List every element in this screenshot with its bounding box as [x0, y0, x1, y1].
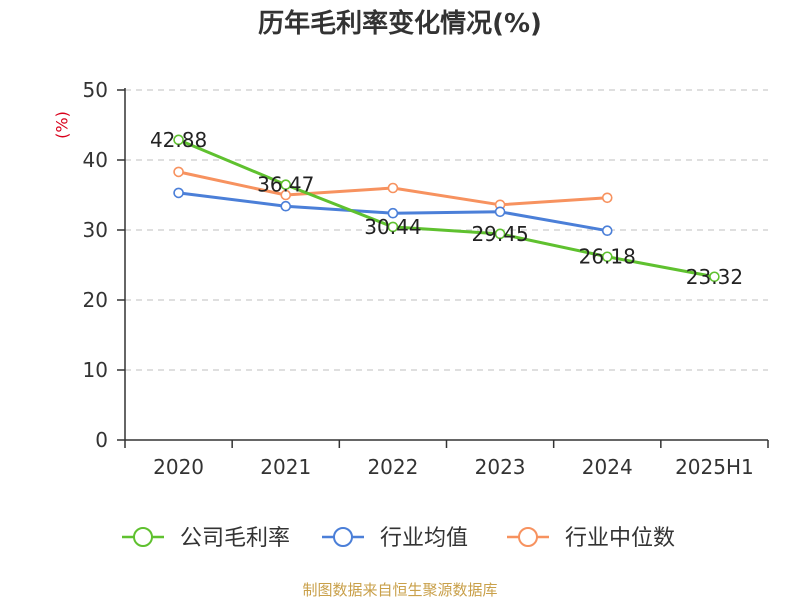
x-tick-label-2023: 2023: [475, 455, 526, 479]
company-gross-margin-data-label-2021: 36.47: [257, 173, 314, 197]
footer-source: 制图数据来自恒生聚源数据库: [302, 581, 497, 599]
y-axis-label: (%): [53, 111, 72, 139]
y-tick-label-50: 50: [83, 78, 108, 102]
industry-median-point-2022: [387, 182, 399, 194]
industry-median-point-2020: [173, 166, 184, 178]
company-gross-margin-point-2020: [173, 134, 184, 146]
company-gross-margin-data-label-2022: 30.44: [364, 215, 421, 239]
series-layer: [173, 134, 720, 283]
x-tick-label-2025H1: 2025H1: [675, 455, 754, 479]
data-labels: 42.88 36.47 30.44 29.45 26.18 23.32: [150, 128, 743, 289]
y-tick-label-30: 30: [83, 218, 108, 242]
industry-average-point-2022: [387, 207, 399, 219]
legend-item-company-gross-margin[interactable]: 公司毛利率: [122, 526, 290, 551]
company-gross-margin-data-label-2023: 29.45: [471, 222, 528, 246]
legend-label-industry-average: 行业均值: [380, 526, 468, 551]
y-tick-label-40: 40: [83, 148, 108, 172]
legend-marker-industry-median: [518, 527, 538, 547]
y-tick-label-20: 20: [83, 288, 108, 312]
legend-marker-industry-average: [333, 527, 353, 547]
company-gross-margin-data-label-2025H1: 23.32: [686, 265, 743, 289]
company-gross-margin-point-2024: [601, 251, 613, 263]
company-gross-margin-point-2025H1: [709, 271, 720, 283]
industry-median-point-2024: [601, 192, 613, 204]
industry-average-point-2023: [494, 206, 506, 218]
company-gross-margin-point-2023: [494, 228, 506, 240]
industry-average-point-2020: [173, 187, 184, 199]
company-gross-margin-data-label-2024: 26.18: [579, 245, 636, 269]
legend: 公司毛利率 行业均值 行业中位数: [122, 526, 675, 551]
company-gross-margin-point-2021: [280, 179, 292, 191]
company-gross-margin-series: [173, 134, 720, 283]
industry-median-series: [173, 166, 613, 211]
industry-median-point-2021: [280, 189, 292, 201]
x-tick-label-2021: 2021: [260, 455, 311, 479]
y-tick-label-10: 10: [83, 358, 108, 382]
legend-item-industry-median[interactable]: 行业中位数: [507, 526, 675, 551]
x-tick-label-2024: 2024: [582, 455, 633, 479]
chart-title: 历年毛利率变化情况(%): [258, 8, 542, 39]
legend-label-industry-median: 行业中位数: [565, 526, 675, 551]
y-tick-label-0: 0: [95, 428, 108, 452]
x-tick-label-2022: 2022: [367, 455, 418, 479]
legend-label-company-gross-margin: 公司毛利率: [180, 526, 290, 551]
axes: 0 10 20 30 40 50 2020 2021 2022 2023 2024 2025H1: [83, 78, 769, 479]
company-gross-margin-data-label-2020: 42.88: [150, 128, 207, 152]
company-gross-margin-point-2022: [387, 221, 399, 233]
legend-marker-company-gross-margin: [133, 527, 153, 547]
company-gross-margin-line: [178, 138, 715, 279]
industry-average-point-2021: [280, 200, 292, 212]
industry-average-series: [173, 187, 613, 236]
industry-average-point-2024: [601, 225, 613, 236]
legend-item-industry-average[interactable]: 行业均值: [322, 526, 468, 551]
x-tick-label-2020: 2020: [153, 455, 204, 479]
